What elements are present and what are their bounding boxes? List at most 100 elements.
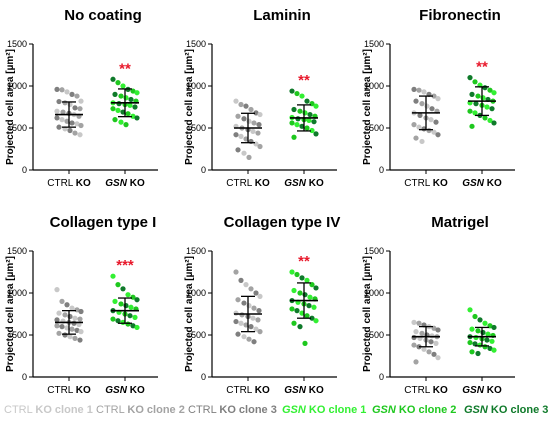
chart-title: Laminin <box>253 7 311 24</box>
data-point <box>123 95 129 101</box>
chart-panel: Matrigel Projected cell area [µm²] 0 500 100… <box>362 214 515 396</box>
data-point <box>411 319 417 325</box>
data-point <box>60 109 66 115</box>
y-axis-label: Projected cell area [µm²] <box>5 49 16 165</box>
data-point <box>118 93 124 99</box>
data-point <box>487 87 493 93</box>
y-tick-label: 1000 <box>7 81 27 91</box>
data-point <box>54 323 60 329</box>
chart-title: No coating <box>64 7 142 24</box>
data-point <box>295 116 301 122</box>
chart-title: Fibronectin <box>419 7 501 24</box>
data-point <box>304 313 310 319</box>
data-point <box>128 96 134 103</box>
legend-item: GSN KO clone 2 <box>372 404 456 416</box>
data-point <box>235 113 241 119</box>
data-point <box>123 303 129 309</box>
data-point <box>299 310 305 316</box>
data-point <box>491 90 497 96</box>
data-point <box>250 315 256 321</box>
data-point <box>469 326 475 332</box>
data-point <box>235 297 241 303</box>
data-point <box>59 87 65 93</box>
data-point <box>487 345 493 352</box>
data-point <box>484 337 490 343</box>
data-point <box>291 320 297 326</box>
data-point <box>294 308 300 314</box>
data-point <box>77 337 83 343</box>
data-point <box>429 106 435 112</box>
data-point <box>289 269 295 275</box>
data-point <box>59 298 65 304</box>
y-tick-label: 1500 <box>364 246 384 256</box>
y-tick-label: 1500 <box>7 39 27 49</box>
data-point <box>127 313 133 319</box>
data-point <box>417 112 423 118</box>
data-point <box>435 355 441 361</box>
chart-title: Collagen type IV <box>224 214 341 231</box>
data-point <box>128 304 134 310</box>
data-point <box>233 318 239 325</box>
y-tick-label: 500 <box>12 330 27 340</box>
data-point <box>482 344 488 350</box>
data-point <box>294 122 300 128</box>
data-point <box>472 341 478 347</box>
data-point <box>489 338 495 344</box>
y-tick-label: 0 <box>379 372 384 382</box>
legend-item-label: KO clone 1 <box>35 404 93 416</box>
data-point <box>289 88 295 94</box>
data-point <box>469 91 475 97</box>
y-axis-label: Projected cell area [µm²] <box>184 256 195 372</box>
data-point <box>435 96 441 102</box>
data-point <box>253 110 259 116</box>
data-point <box>416 124 422 130</box>
data-point <box>120 286 126 292</box>
legend-item-label: KO clone 1 <box>308 404 367 416</box>
significance-marker: ** <box>298 72 310 89</box>
data-point <box>313 103 319 109</box>
data-point <box>411 122 417 128</box>
data-point <box>72 105 78 111</box>
data-point <box>302 110 308 116</box>
data-point <box>475 328 481 334</box>
data-point <box>253 326 259 332</box>
legend-item-label: KO clone 2 <box>398 404 457 416</box>
y-axis-label: Projected cell area [µm²] <box>362 49 373 165</box>
data-point <box>72 130 78 136</box>
data-point <box>289 306 295 312</box>
data-point <box>64 118 70 124</box>
data-point <box>112 298 118 304</box>
data-point <box>130 113 136 119</box>
data-point <box>485 331 491 337</box>
data-point <box>309 315 315 321</box>
data-point <box>311 304 317 310</box>
data-point <box>54 287 60 293</box>
y-tick-label: 0 <box>379 165 384 175</box>
legend-item: GSN KO clone 3 <box>464 404 548 416</box>
data-point <box>74 121 80 127</box>
data-point <box>413 329 419 335</box>
legend-item: CTRL KO clone 2 <box>96 404 185 416</box>
data-point <box>421 89 427 95</box>
x-category-label: CTRL KO <box>226 385 270 396</box>
data-point <box>233 310 239 316</box>
data-point <box>469 349 475 355</box>
data-point <box>477 317 483 323</box>
data-point <box>62 100 68 106</box>
y-tick-label: 1000 <box>186 288 206 298</box>
data-point <box>482 85 488 91</box>
data-point <box>307 111 313 118</box>
y-tick-label: 500 <box>191 123 206 133</box>
data-point <box>309 127 315 134</box>
data-point <box>69 326 75 332</box>
data-point <box>110 316 116 322</box>
data-point <box>411 86 417 92</box>
data-point <box>257 329 263 335</box>
y-tick-label: 500 <box>191 330 206 340</box>
data-point <box>74 327 80 333</box>
data-point <box>311 119 317 125</box>
data-point <box>62 332 68 338</box>
data-point <box>428 117 434 123</box>
legend-item: GSN KO clone 1 <box>282 404 366 416</box>
data-point <box>419 138 425 145</box>
